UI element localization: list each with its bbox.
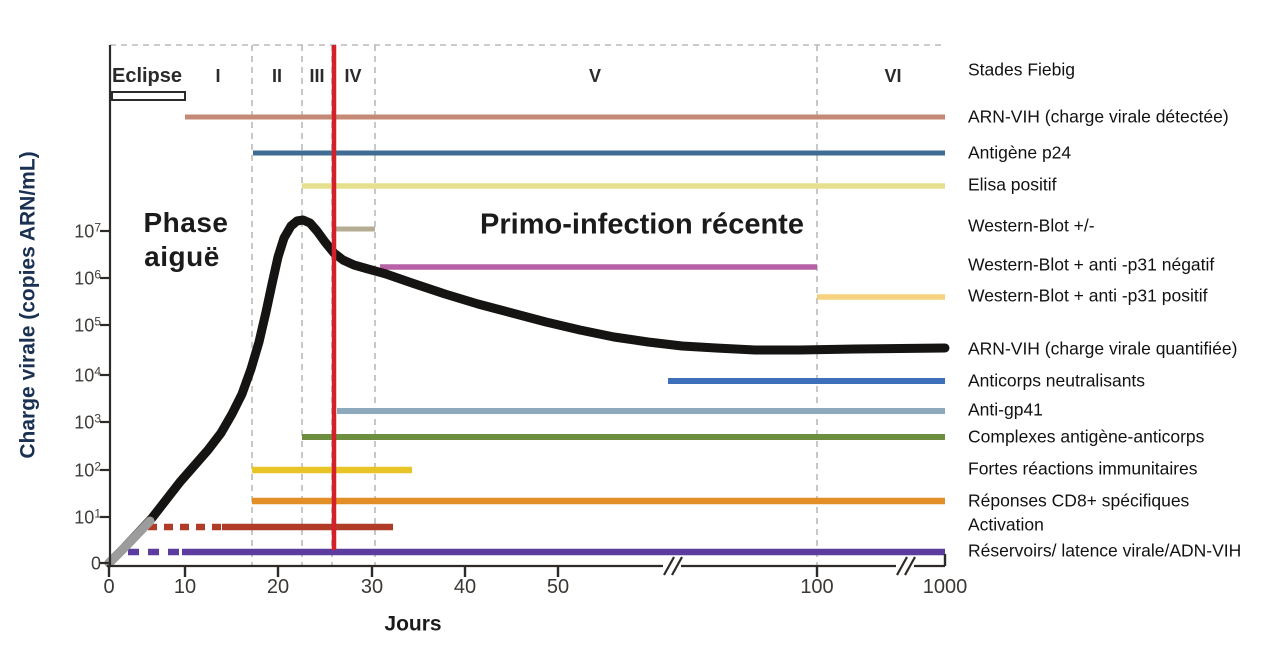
y-tick-base: 10 bbox=[74, 221, 95, 242]
legend-label-4: Western-Blot + anti -p31 négatif bbox=[968, 254, 1215, 275]
legend-label-8: Anti-gp41 bbox=[968, 399, 1043, 420]
y-tick-exponent: 4 bbox=[94, 364, 101, 379]
legend-label-10: Fortes réactions immunitaires bbox=[968, 458, 1198, 479]
y-tick-base: 10 bbox=[74, 412, 95, 433]
y-tick-label-1: 106 bbox=[74, 269, 101, 288]
axis-break-slash-a-0 bbox=[663, 556, 675, 576]
primo-infection-label: Primo-infection récente bbox=[480, 208, 804, 241]
legend-label-2: Elisa positif bbox=[968, 174, 1057, 195]
y-tick-label-4: 103 bbox=[74, 413, 101, 432]
x-tick-label-50: 50 bbox=[546, 576, 570, 598]
legend-label-12: Activation bbox=[968, 514, 1044, 535]
y-tick-base: 10 bbox=[74, 315, 95, 336]
y-tick-label-6: 101 bbox=[74, 508, 101, 527]
phase-aigue-label-line1: Phase bbox=[143, 207, 229, 238]
x-tick-label-40: 40 bbox=[453, 576, 477, 598]
y-tick-exponent: 2 bbox=[94, 459, 101, 474]
y-tick-exponent: 5 bbox=[94, 314, 101, 329]
legend-label-7: Anticorps neutralisants bbox=[968, 370, 1146, 391]
x-tick-label-30: 30 bbox=[360, 576, 384, 598]
x-tick-label-1000: 1000 bbox=[922, 576, 968, 598]
viral-load-curve-eclipse-segment bbox=[104, 516, 155, 568]
legend-label-5: Western-Blot + anti -p31 positif bbox=[968, 285, 1208, 306]
axis-break-slash-b-0 bbox=[671, 556, 683, 576]
y-tick-base: 10 bbox=[74, 460, 95, 481]
x-tick-label-10: 10 bbox=[173, 576, 197, 598]
axis-break-slash-a-1 bbox=[896, 556, 908, 576]
legend-label-13: Réservoirs/ latence virale/ADN-VIH bbox=[968, 540, 1242, 561]
y-tick-base: 10 bbox=[74, 365, 95, 386]
y-tick-base: 0 bbox=[90, 553, 101, 574]
legend-label-9: Complexes antigène-anticorps bbox=[968, 426, 1205, 447]
legend-label-6: ARN-VIH (charge virale quantifiée) bbox=[968, 338, 1238, 359]
y-axis-label: Charge virale (copies ARN/mL) bbox=[16, 151, 40, 459]
stage-label-eclipse: Eclipse bbox=[111, 65, 183, 87]
phase-aigue-label-line2: aiguë bbox=[144, 241, 220, 272]
y-tick-base: 10 bbox=[74, 268, 95, 289]
y-tick-exponent: 1 bbox=[94, 506, 101, 521]
y-tick-label-3: 104 bbox=[74, 366, 101, 385]
stage-label-v: V bbox=[588, 66, 602, 86]
legend-label-1: Antigène p24 bbox=[968, 142, 1072, 163]
eclipse-phase-bar bbox=[111, 91, 186, 101]
x-tick-label-100: 100 bbox=[800, 576, 834, 598]
legend-label-11: Réponses CD8+ spécifiques bbox=[968, 490, 1190, 511]
legend-label-0: ARN-VIH (charge virale détectée) bbox=[968, 106, 1229, 127]
axis-break-slash-b-1 bbox=[904, 556, 916, 576]
y-tick-exponent: 7 bbox=[94, 220, 101, 235]
legend-title: Stades Fiebig bbox=[968, 59, 1076, 80]
y-tick-base: 10 bbox=[74, 507, 95, 528]
stage-label-i: I bbox=[215, 66, 221, 86]
y-tick-exponent: 6 bbox=[94, 267, 101, 282]
stage-label-vi: VI bbox=[884, 66, 902, 86]
y-tick-label-2: 105 bbox=[74, 316, 101, 335]
stage-label-iii: III bbox=[309, 66, 325, 86]
y-tick-exponent: 3 bbox=[94, 411, 101, 426]
y-tick-label-5: 102 bbox=[74, 461, 101, 480]
y-tick-label-0: 107 bbox=[74, 222, 101, 241]
legend-label-3: Western-Blot +/- bbox=[968, 215, 1095, 236]
x-tick-label-20: 20 bbox=[266, 576, 290, 598]
stage-label-ii: II bbox=[271, 66, 283, 86]
x-axis-label: Jours bbox=[384, 612, 442, 636]
stage-label-iv: IV bbox=[344, 66, 362, 86]
x-tick-label-0: 0 bbox=[103, 576, 115, 598]
y-tick-label-7: 0 bbox=[91, 554, 101, 573]
viral-load-curve bbox=[104, 215, 950, 568]
